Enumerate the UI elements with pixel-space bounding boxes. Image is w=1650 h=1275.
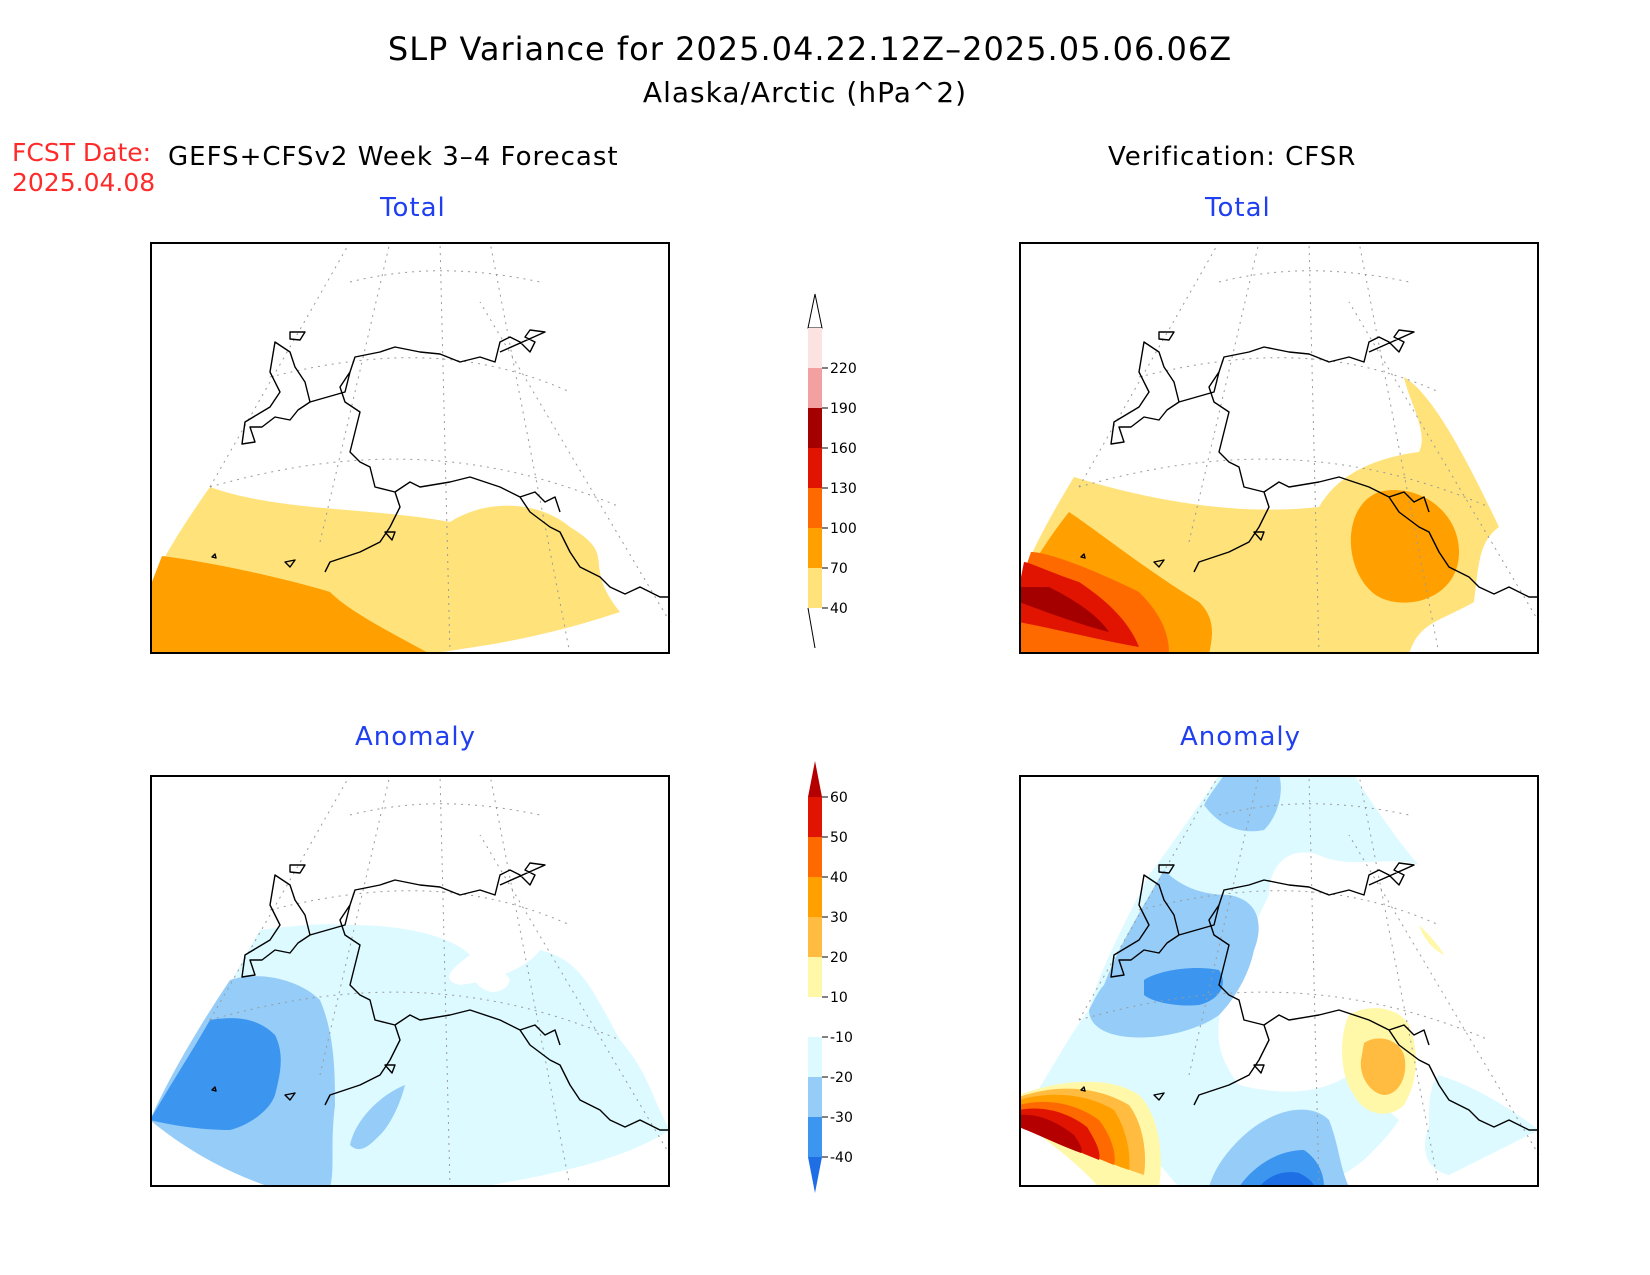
colorbar-tick-label: -10 bbox=[830, 1030, 853, 1046]
colorbar-swatch bbox=[808, 917, 822, 957]
colorbar-tick-label: 190 bbox=[830, 401, 857, 417]
colorbar-tick-label: 130 bbox=[830, 481, 857, 497]
colorbar-top-cap bbox=[807, 293, 823, 329]
filled-contours bbox=[150, 924, 670, 1187]
forecast-date-label: FCST Date: bbox=[12, 138, 152, 167]
verification-total-map bbox=[1019, 241, 1540, 655]
colorbar-tick-label: 40 bbox=[830, 870, 848, 886]
colorbar-tick-label: 160 bbox=[830, 441, 857, 457]
colorbar-bottom-cap bbox=[808, 1157, 822, 1193]
anomaly-minus20-minus30-area-small bbox=[350, 1085, 405, 1150]
island bbox=[211, 331, 396, 568]
filled-contours bbox=[1019, 775, 1539, 1187]
forecast-anomaly-title: Anomaly bbox=[355, 722, 477, 752]
verification-anomaly-title: Anomaly bbox=[1180, 722, 1302, 752]
colorbar-swatch bbox=[808, 528, 822, 568]
variance-70-100-area bbox=[150, 556, 430, 654]
colorbar-swatch bbox=[808, 877, 822, 917]
island bbox=[211, 864, 396, 1101]
colorbar-tick-label: -30 bbox=[830, 1110, 853, 1126]
variance-70-100-area bbox=[1350, 490, 1459, 603]
coastline bbox=[1110, 329, 1539, 598]
anomaly-20-30-area bbox=[1360, 1038, 1406, 1095]
colorbar-tick-label: 10 bbox=[830, 990, 848, 1006]
verification-total-title: Total bbox=[1205, 193, 1271, 223]
anomaly-minus20-minus30-area-north bbox=[1204, 775, 1281, 832]
map-frame bbox=[1019, 775, 1539, 1187]
forecast-column-title: GEFS+CFSv2 Week 3–4 Forecast bbox=[168, 142, 619, 172]
anomaly-10-20-area-north bbox=[1419, 925, 1444, 955]
anomaly-neutral-spot bbox=[473, 968, 510, 992]
colorbar-swatch bbox=[808, 1037, 822, 1077]
map-graticule bbox=[209, 241, 671, 655]
coastline bbox=[1110, 862, 1539, 1131]
colorbar-swatch bbox=[808, 368, 822, 408]
colorbar-swatch bbox=[808, 328, 822, 368]
anomaly-below-minus40-area-south bbox=[1259, 1172, 1314, 1187]
main-title: SLP Variance for 2025.04.22.12Z–2025.05.… bbox=[387, 30, 1233, 68]
colorbar-tick-label: 20 bbox=[830, 950, 848, 966]
colorbar-swatch bbox=[808, 797, 822, 837]
colorbar-swatch bbox=[808, 957, 822, 997]
forecast-anomaly-map bbox=[150, 774, 671, 1188]
colorbar-swatch bbox=[808, 488, 822, 528]
map-frame bbox=[150, 775, 670, 1187]
map-frame bbox=[150, 242, 670, 654]
forecast-total-title: Total bbox=[380, 193, 446, 223]
filled-contours bbox=[150, 487, 620, 654]
colorbar-swatch bbox=[808, 1077, 822, 1117]
total-colorbar: 220 190 160 130 100 70 40 bbox=[807, 293, 857, 649]
colorbar-swatch bbox=[808, 568, 822, 608]
forecast-total-map bbox=[150, 241, 671, 655]
colorbar-bottom-cap bbox=[807, 607, 816, 649]
variance-160-190-area bbox=[1019, 587, 1109, 632]
map-frame bbox=[1019, 242, 1539, 654]
colorbar-tick-label: 60 bbox=[830, 790, 848, 806]
colorbar-tick-label: -40 bbox=[830, 1150, 853, 1166]
colorbar-swatch bbox=[808, 997, 822, 1037]
forecast-date: FCST Date: 2025.04.08 bbox=[12, 138, 155, 198]
colorbar-tick-label: 40 bbox=[830, 601, 848, 617]
anomaly-above-60-area bbox=[1019, 1114, 1082, 1153]
coastline bbox=[241, 862, 670, 1131]
colorbar-swatch bbox=[808, 1117, 822, 1157]
colorbar-swatch bbox=[808, 837, 822, 877]
main-subtitle: Alaska/Arctic (hPa^2) bbox=[642, 76, 968, 109]
colorbar-swatch bbox=[808, 408, 822, 448]
anomaly-minus30-minus40-area bbox=[1144, 968, 1223, 1006]
map-graticule bbox=[209, 774, 671, 1188]
colorbar-tick-label: 30 bbox=[830, 910, 848, 926]
anomaly-minus30-minus40-area bbox=[150, 1018, 281, 1130]
map-graticule bbox=[1078, 241, 1540, 655]
colorbar-tick-label: 50 bbox=[830, 830, 848, 846]
map-graticule bbox=[1078, 774, 1540, 1188]
colorbar-tick-label: 100 bbox=[830, 521, 857, 537]
island bbox=[1080, 331, 1265, 568]
filled-contours bbox=[1019, 377, 1499, 654]
forecast-date-value: 2025.04.08 bbox=[12, 168, 156, 197]
colorbar-tick-label: -20 bbox=[830, 1070, 853, 1086]
anomaly-minus10-minus20-area-east bbox=[1425, 1075, 1539, 1175]
colorbar-swatch bbox=[808, 448, 822, 488]
island bbox=[1080, 864, 1265, 1101]
anomaly-colorbar: 60 50 40 30 20 10 -10 -20 -30 -40 bbox=[808, 761, 853, 1193]
verification-anomaly-map bbox=[1019, 774, 1540, 1188]
colorbar-top-cap bbox=[808, 761, 822, 797]
colorbar-tick-label: 70 bbox=[830, 561, 848, 577]
colorbar-tick-label: 220 bbox=[830, 361, 857, 377]
coastline bbox=[241, 329, 670, 598]
verification-column-title: Verification: CFSR bbox=[1108, 142, 1357, 172]
